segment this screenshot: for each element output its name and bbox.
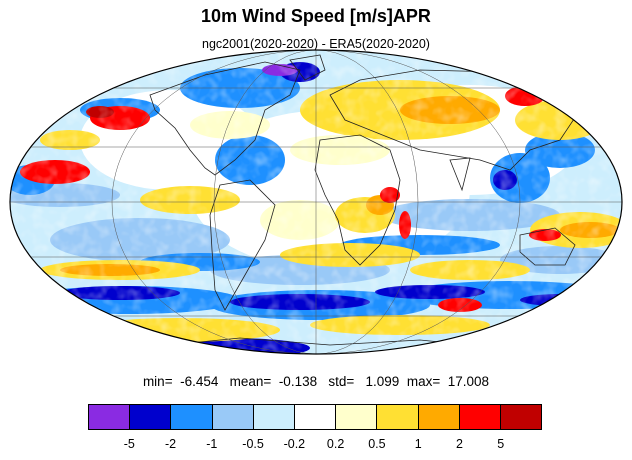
max-value: 17.008	[447, 374, 490, 389]
max-label: max=	[406, 374, 441, 389]
colorbar-box	[89, 405, 131, 429]
std-value: 1.099	[365, 374, 400, 389]
min-value: -6.454	[180, 374, 219, 389]
colorbar-label: -0.2	[283, 437, 306, 451]
colorbar-box	[377, 405, 419, 429]
colorbar-label: 0.2	[326, 437, 345, 451]
colorbar-box	[500, 405, 542, 429]
colorbar-box	[336, 405, 378, 429]
mean-value: -0.138	[278, 374, 318, 389]
colorbar-label: 5	[497, 437, 505, 451]
statistics-line: min= -6.454 mean= -0.138 std= 1.099 max=…	[0, 374, 632, 389]
colorbar-label: 1	[414, 437, 422, 451]
colorbar-label: 0.5	[368, 437, 386, 451]
colorbar-label: -5	[123, 437, 135, 451]
colorbar-label: -2	[164, 437, 177, 451]
graticule	[10, 49, 622, 355]
min-label: min=	[142, 374, 173, 389]
plot-title: 10m Wind Speed [m/s]APR	[201, 6, 431, 26]
mean-label: mean=	[229, 374, 272, 389]
colorbar-box	[171, 405, 213, 429]
colorbar-label: -0.5	[242, 437, 264, 451]
std-label: std=	[328, 374, 355, 389]
colorbar	[88, 404, 542, 430]
colorbar-label: 2	[455, 437, 463, 451]
colorbar-box	[459, 405, 501, 429]
plot-subtitle: ngc2001(2020-2020) - ERA5(2020-2020)	[202, 37, 430, 51]
colorbar-box	[253, 405, 295, 429]
colorbar-label: -1	[206, 437, 218, 451]
colorbar-box	[418, 405, 460, 429]
colorbar-box	[130, 405, 172, 429]
colorbar-box	[294, 405, 337, 429]
colorbar-box	[212, 405, 254, 429]
map-border	[9, 49, 623, 355]
